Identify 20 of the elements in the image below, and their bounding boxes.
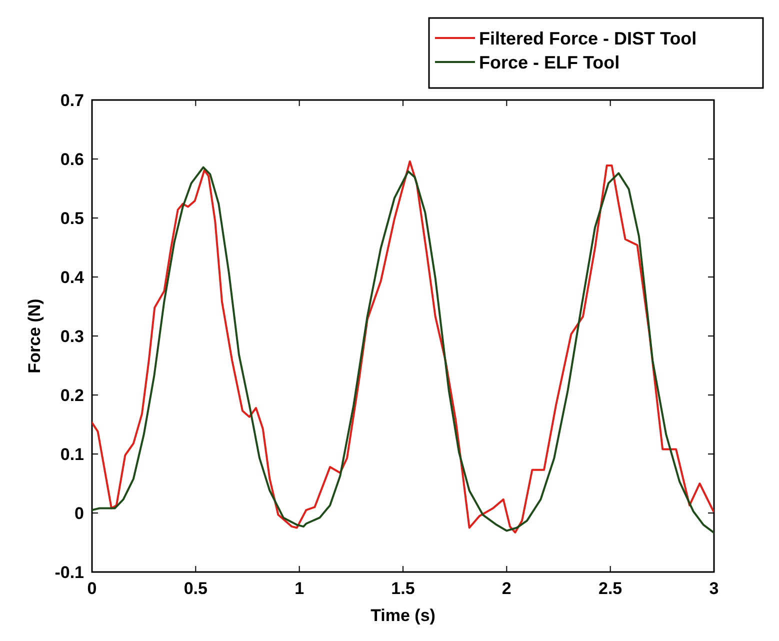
x-tick-label: 0	[87, 579, 97, 598]
x-tick-label: 1.5	[391, 579, 415, 598]
y-tick-label: 0.4	[60, 268, 85, 287]
y-tick-label: 0.1	[60, 444, 84, 464]
y-tick-label: 0.2	[60, 386, 84, 405]
x-tick-label: 0.5	[184, 579, 208, 598]
x-tick-label: 3	[709, 579, 719, 598]
y-tick-label: -0.1	[54, 562, 84, 582]
y-tick-label: 0.7	[60, 90, 84, 110]
x-tick-label: 2.5	[598, 579, 622, 598]
x-tick-label: 1	[294, 579, 304, 598]
y-tick-label: 0.3	[60, 326, 84, 346]
y-tick-label: 0.5	[60, 208, 84, 228]
y-tick-label: 0.6	[60, 150, 84, 169]
y-tick-label: 0	[74, 504, 84, 523]
legend-label: Filtered Force - DIST Tool	[479, 28, 697, 48]
legend-label: Force - ELF Tool	[479, 52, 620, 72]
x-tick-label: 2	[502, 579, 512, 598]
y-axis-title: Force (N)	[25, 298, 44, 374]
x-axis-title: Time (s)	[370, 606, 436, 625]
